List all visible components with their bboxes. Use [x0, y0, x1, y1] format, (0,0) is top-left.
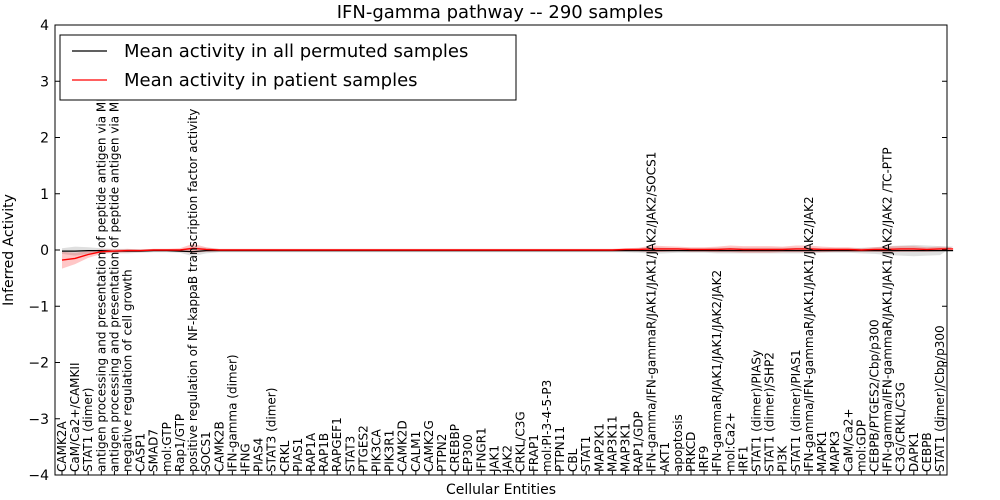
x-tick-label: RAP1/GDP [632, 411, 646, 472]
x-tick-label: STAT1 (dimer)/PIASy [750, 350, 764, 472]
x-tick-label: MAP3K11 [605, 415, 619, 472]
x-tick-label: PTPN2 [435, 434, 449, 472]
chart-title: IFN-gamma pathway -- 290 samples [337, 2, 664, 23]
x-tick-label: MAP2K1 [592, 423, 606, 472]
y-tick-label: 2 [40, 131, 49, 147]
x-tick-label: mol:GTP [160, 422, 174, 472]
x-tick-label: EP300 [461, 434, 475, 472]
x-tick-label: STAT1 (dimer)/Cbp/p300 [933, 325, 947, 472]
x-tick-label: STAT1 [579, 436, 593, 472]
plot-frame [54, 24, 948, 476]
x-tick-label: PRKCD [684, 432, 698, 472]
y-tick-label: −4 [28, 468, 49, 484]
x-tick-label: IFNG [239, 443, 253, 472]
x-tick-label: PIK3R1 [383, 430, 397, 472]
x-tick-label: RAP1B [317, 433, 331, 472]
x-tick-label: CAMK2A [55, 421, 69, 472]
x-tick-label: AKT1 [658, 442, 672, 472]
x-tick-label: PIAS1 [291, 438, 305, 472]
legend: Mean activity in all permuted samples Me… [59, 34, 517, 101]
legend-label-permuted: Mean activity in all permuted samples [124, 41, 468, 62]
legend-box [59, 34, 517, 101]
x-tick-label: IFN-gamma (dimer) [225, 354, 239, 472]
x-tick-label: STAT1 (dimer)/SHP2 [763, 352, 777, 472]
x-tick-label: C3G/CRKL/C3G [894, 382, 908, 472]
x-tick-label: MAPK1 [815, 431, 829, 472]
x-tick-label: CRKL [278, 440, 292, 472]
x-tick-label: SMAD7 [147, 429, 161, 472]
x-tick-label: MAPK3 [828, 431, 842, 472]
x-tick-label: RAPGEF1 [330, 417, 344, 472]
x-tick-label: mol:Ca2+ [723, 412, 737, 472]
y-tick-label: 1 [40, 187, 49, 203]
y-tick-labels: 4 3 2 1 0 −1 −2 −3 −4 [28, 18, 947, 484]
x-tick-label: DAPK1 [907, 432, 921, 472]
y-tick-label: 4 [40, 18, 49, 34]
x-tick-label: STAT1 (dimer)/PIAS1 [789, 349, 803, 472]
x-tick-label: JAK1 [487, 445, 501, 473]
x-tick-label: STAT3 (dimer) [265, 388, 279, 472]
x-tick-label: CaM/Ca2+ [841, 408, 855, 472]
x-tick-label: STAT3 [343, 436, 357, 472]
x-tick-label: IFN-gamma/IFN-gammaR/JAK1/JAK1/JAK2/JAK2… [645, 152, 659, 472]
x-tick-label: PTPN11 [553, 426, 567, 472]
x-tick-label: mol:GDP [854, 420, 868, 472]
x-tick-label: CaM/Ca2+/CAMKII [68, 363, 82, 472]
x-tick-label: mol:PI-3-4-5-P3 [540, 380, 554, 472]
x-tick-label: positive regulation of NF-kappaB transcr… [186, 109, 200, 472]
x-tick-label: IRF9 [697, 446, 711, 472]
x-tick-label: JAK2 [501, 445, 515, 473]
x-tick-label: IFNGR1 [474, 427, 488, 472]
y-axis-label: Inferred Activity [1, 194, 17, 306]
x-tick-label: FRAP1 [527, 434, 541, 472]
x-tick-label: IRF1 [736, 446, 750, 472]
x-tick-label: antigen processing and presentation of p… [94, 43, 108, 472]
y-tick-label: −3 [28, 412, 49, 428]
x-tick-label: CAMK2G [422, 420, 436, 472]
x-tick-label: PI3K [776, 445, 790, 472]
x-tick-label: antigen processing and presentation of p… [107, 40, 121, 472]
x-tick-label: CEBPB/PTGES2/Cbp/p300 [868, 319, 882, 472]
x-tick-label: negative regulation of cell growth [121, 269, 135, 472]
y-tick-label: 0 [40, 243, 49, 259]
x-tick-label: PIAS4 [252, 438, 266, 472]
series-lines [61, 247, 954, 261]
x-tick-label: CASP1 [134, 433, 148, 472]
x-tick-label: CREBBP [448, 424, 462, 472]
x-tick-label: RAP1A [304, 432, 318, 472]
x-tick-label: PIK3CA [370, 428, 384, 472]
x-tick-label: CBL [566, 448, 580, 472]
x-tick-label: CALM1 [409, 431, 423, 472]
x-tick-label: CAMK2B [212, 421, 226, 472]
y-tick-label: 3 [40, 74, 49, 90]
x-tick-label: PTGES2 [356, 425, 370, 472]
x-tick-label: IFN-gamma/IFN-gammaR/JAK1/JAK1/JAK2/JAK2… [881, 147, 895, 472]
x-tick-label: SOCS1 [199, 431, 213, 472]
x-tick-labels: CAMK2A CaM/Ca2+/CAMKII STAT1 (dimer) antige… [55, 40, 947, 475]
series-line-patient [61, 247, 954, 261]
x-tick-label: CRKL/C3G [514, 411, 528, 472]
x-tick-label: apoptosis [671, 414, 685, 472]
x-tick-label: STAT1 (dimer) [81, 388, 95, 472]
x-tick-label: IFN-gammaR/JAK1/JAK1/JAK2/JAK2 [710, 270, 724, 472]
x-tick-label: MAP3K1 [619, 423, 633, 472]
x-tick-label: Rap1/GTP [173, 414, 187, 472]
x-tick-label: CAMK2D [396, 420, 410, 472]
x-tick-label: IFN-gamma/IFN-gammaR/JAK1/JAK1/JAK2/JAK2 [802, 196, 816, 472]
y-tick-label: −1 [28, 299, 49, 315]
x-axis-label: Cellular Entities [446, 482, 556, 498]
y-tick-label: −2 [28, 356, 49, 372]
legend-label-patient: Mean activity in patient samples [124, 70, 418, 91]
x-tick-label: CEBPB [920, 432, 934, 472]
